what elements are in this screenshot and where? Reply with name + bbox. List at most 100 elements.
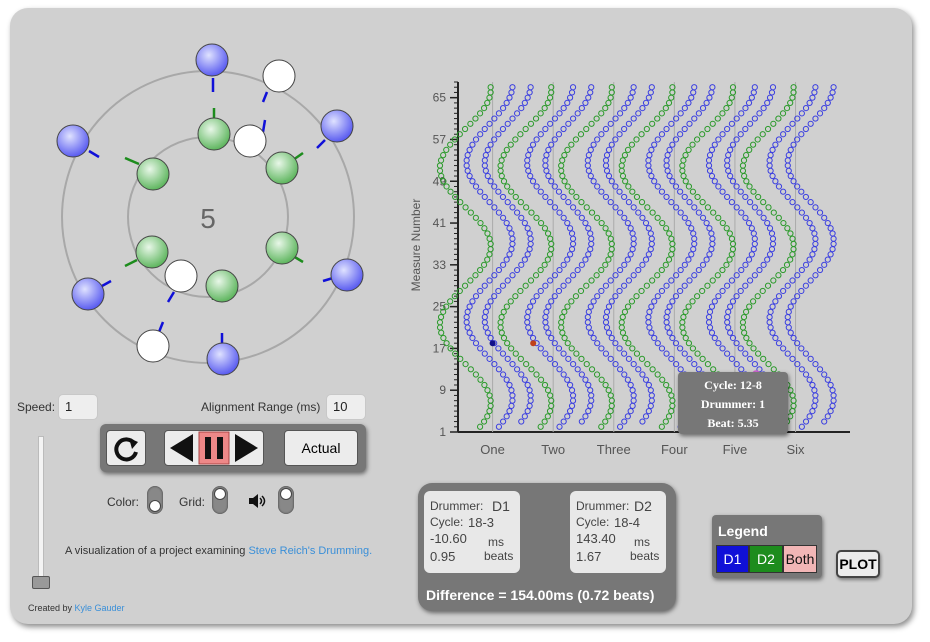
data-point[interactable] [491, 204, 498, 211]
data-point[interactable] [605, 99, 612, 106]
data-point[interactable] [518, 214, 525, 221]
data-point[interactable] [564, 219, 571, 227]
data-point[interactable] [548, 84, 555, 91]
data-point[interactable] [588, 209, 596, 216]
data-point[interactable] [564, 413, 571, 420]
data-point[interactable] [602, 162, 610, 169]
data-point[interactable] [524, 251, 531, 258]
data-point[interactable] [784, 193, 791, 201]
data-point[interactable] [756, 110, 763, 117]
data-point[interactable] [649, 366, 656, 373]
data-point[interactable] [512, 136, 519, 143]
data-point[interactable] [691, 235, 698, 242]
data-point[interactable] [542, 162, 549, 169]
data-point[interactable] [709, 235, 716, 242]
data-point[interactable] [690, 230, 697, 237]
data-point[interactable] [621, 308, 629, 315]
data-point[interactable] [807, 120, 814, 127]
data-point[interactable] [790, 84, 797, 91]
data-point[interactable] [585, 152, 592, 159]
data-point[interactable] [668, 355, 675, 362]
data-point[interactable] [491, 272, 498, 279]
data-point[interactable] [663, 225, 670, 232]
data-point[interactable] [811, 89, 818, 96]
data-point[interactable] [526, 230, 533, 237]
data-point[interactable] [668, 408, 675, 415]
data-point[interactable] [616, 188, 623, 195]
data-point[interactable] [542, 125, 549, 133]
data-point[interactable] [625, 277, 633, 284]
data-point[interactable] [630, 84, 637, 91]
data-point[interactable] [715, 214, 722, 221]
data-point[interactable] [528, 209, 535, 216]
data-point[interactable] [587, 387, 594, 394]
data-point[interactable] [486, 120, 493, 127]
data-point[interactable] [665, 99, 673, 106]
data-point[interactable] [605, 172, 613, 180]
data-point[interactable] [543, 167, 550, 174]
data-point[interactable] [602, 125, 610, 133]
data-point[interactable] [790, 141, 797, 148]
data-point[interactable] [559, 313, 566, 321]
data-point[interactable] [638, 199, 646, 206]
data-point[interactable] [775, 115, 782, 122]
data-point[interactable] [766, 313, 773, 321]
data-point[interactable] [578, 371, 585, 378]
data-point[interactable] [602, 418, 609, 425]
data-point[interactable] [463, 319, 470, 326]
data-point[interactable] [546, 251, 554, 258]
data-point[interactable] [699, 105, 707, 112]
data-point[interactable] [648, 397, 655, 404]
data-point[interactable] [548, 298, 555, 305]
data-point[interactable] [694, 193, 701, 201]
data-point[interactable] [503, 256, 510, 263]
data-point[interactable] [498, 313, 505, 321]
data-point[interactable] [784, 162, 791, 169]
data-point[interactable] [708, 303, 716, 310]
data-point[interactable] [621, 261, 628, 268]
data-point[interactable] [443, 183, 450, 190]
data-point[interactable] [616, 110, 624, 117]
data-point[interactable] [506, 94, 513, 101]
data-point[interactable] [568, 188, 575, 195]
data-point[interactable] [775, 183, 783, 190]
data-point[interactable] [703, 219, 710, 227]
data-point[interactable] [794, 115, 801, 122]
data-point[interactable] [602, 313, 610, 321]
data-point[interactable] [726, 256, 733, 263]
data-point[interactable] [824, 256, 831, 263]
data-point[interactable] [607, 120, 614, 127]
data-point[interactable] [755, 350, 762, 357]
data-point[interactable] [812, 84, 819, 91]
data-point[interactable] [677, 345, 684, 352]
data-point[interactable] [666, 172, 673, 180]
author-link[interactable]: Kyle Gauder [74, 603, 125, 613]
data-point[interactable] [642, 99, 650, 106]
data-point[interactable] [728, 120, 736, 127]
data-point[interactable] [527, 235, 534, 242]
data-point[interactable] [477, 131, 484, 138]
data-point[interactable] [691, 360, 698, 368]
data-point[interactable] [827, 94, 834, 101]
data-point[interactable] [551, 360, 559, 368]
data-point[interactable] [789, 235, 796, 242]
data-point[interactable] [602, 381, 609, 389]
data-point[interactable] [497, 319, 504, 326]
data-point[interactable] [504, 199, 511, 206]
data-point[interactable] [830, 397, 837, 404]
data-point[interactable] [472, 214, 479, 221]
data-point[interactable] [802, 214, 810, 221]
data-point[interactable] [784, 157, 791, 164]
data-point[interactable] [664, 324, 671, 331]
data-point[interactable] [436, 324, 444, 331]
data-point[interactable] [440, 152, 447, 159]
data-point[interactable] [622, 334, 629, 342]
data-point[interactable] [587, 146, 594, 154]
data-point[interactable] [766, 94, 774, 101]
data-point[interactable] [482, 167, 489, 174]
data-point[interactable] [621, 371, 628, 378]
data-point[interactable] [524, 319, 531, 326]
data-point[interactable] [603, 308, 611, 315]
data-point[interactable] [565, 355, 572, 362]
data-point[interactable] [691, 272, 698, 279]
